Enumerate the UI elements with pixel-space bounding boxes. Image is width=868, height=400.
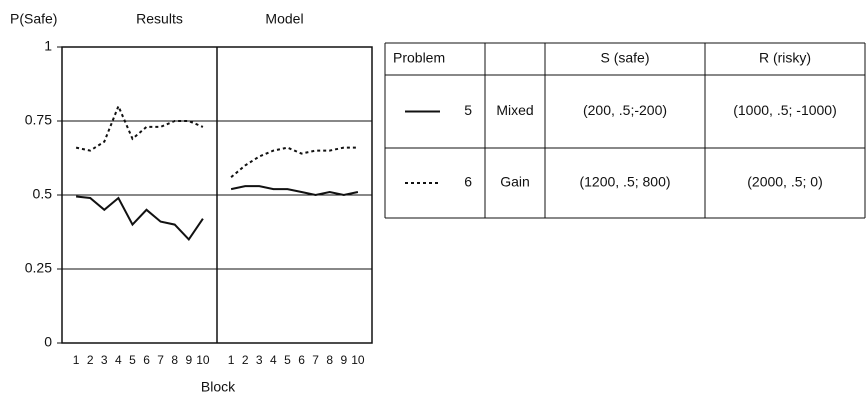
series-line [230,146,358,178]
x-tick-label: 5 [284,353,291,367]
x-tick-label: 9 [340,353,347,367]
table-cell: (2000, .5; 0) [747,174,823,190]
x-tick-label: 2 [87,353,94,367]
x-tick-label: 6 [143,353,150,367]
x-tick-label: 4 [270,353,277,367]
y-tick-label: 0.25 [25,260,52,276]
x-tick-label: 2 [242,353,249,367]
table-cell: (1200, .5; 800) [579,174,670,190]
x-tick-label: 5 [129,353,136,367]
x-tick-label: 7 [312,353,319,367]
y-tick-label: 1 [44,38,52,54]
x-tick-label: 10 [196,353,210,367]
x-tick-label: 8 [171,353,178,367]
panel-title: Results [136,11,183,27]
table-cell: (1000, .5; -1000) [733,102,837,118]
x-tick-label: 9 [185,353,192,367]
table-cell: (200, .5;-200) [583,102,667,118]
x-tick-label: 1 [73,353,80,367]
x-tick-label: 6 [298,353,305,367]
table-header: Problem [393,50,445,66]
table-header: R (risky) [759,50,811,66]
panel-title: Model [265,11,303,27]
y-axis-label: P(Safe) [10,11,57,27]
x-tick-label: 3 [256,353,263,367]
x-tick-label: 8 [326,353,333,367]
y-tick-label: 0.75 [25,112,52,128]
series-line [75,103,204,152]
legend-label: 5 [464,102,472,118]
series-line [230,185,359,197]
x-axis-label: Block [201,379,236,395]
table-header: S (safe) [600,50,649,66]
y-tick-label: 0.5 [33,186,53,202]
x-tick-label: 7 [157,353,164,367]
legend-label: 6 [464,174,472,190]
x-tick-label: 1 [228,353,235,367]
x-tick-label: 4 [115,353,122,367]
series-line [75,195,204,241]
y-tick-label: 0 [44,334,52,350]
x-tick-label: 3 [101,353,108,367]
x-tick-label: 10 [351,353,365,367]
table-cell: Gain [500,174,530,190]
table-cell: Mixed [496,102,533,118]
